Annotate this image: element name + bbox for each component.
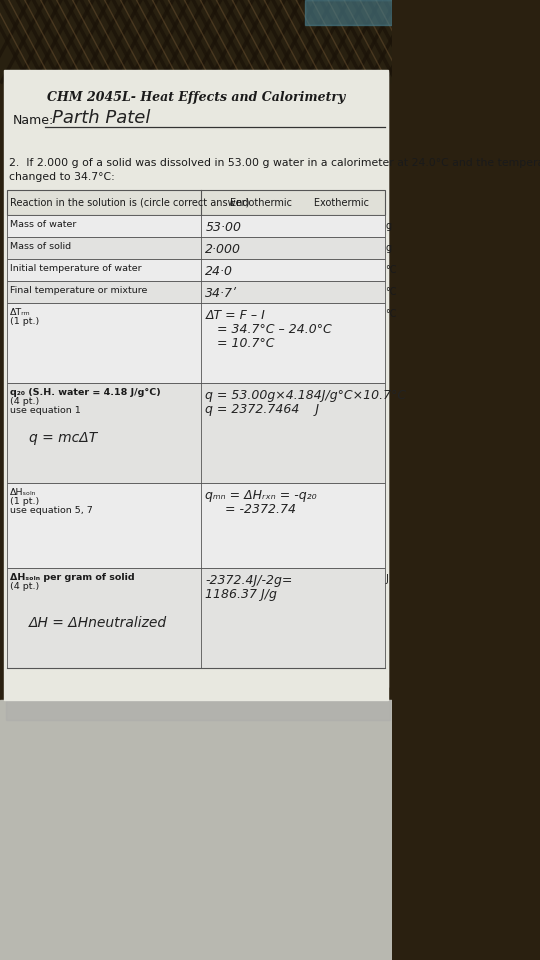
- Text: g: g: [386, 221, 392, 231]
- Text: 1186.37 J/g: 1186.37 J/g: [205, 588, 277, 601]
- Text: J: J: [386, 574, 388, 584]
- Bar: [7, 383, 384, 483]
- Text: °C: °C: [386, 265, 397, 275]
- Text: use equation 5, 7: use equation 5, 7: [10, 506, 93, 515]
- Bar: [7, 568, 384, 668]
- Text: (4 pt.): (4 pt.): [10, 582, 39, 591]
- Bar: [7, 237, 384, 259]
- Bar: [6, 72, 388, 687]
- Text: use equation 1: use equation 1: [10, 406, 81, 415]
- Text: = 34.7°C – 24.0°C: = 34.7°C – 24.0°C: [205, 323, 332, 336]
- Text: q = 53.00g×4.184J/g°C×10.7°C: q = 53.00g×4.184J/g°C×10.7°C: [205, 389, 407, 402]
- Bar: [305, 0, 392, 25]
- Text: Endothermic       Exothermic: Endothermic Exothermic: [230, 198, 369, 207]
- Text: (4 pt.): (4 pt.): [10, 397, 39, 406]
- Bar: [7, 190, 384, 215]
- Text: CHM 2045L- Heat Effects and Calorimetry: CHM 2045L- Heat Effects and Calorimetry: [47, 91, 345, 105]
- Text: ΔT = F – I: ΔT = F – I: [205, 309, 265, 322]
- Text: ΔTᵣₘ: ΔTᵣₘ: [10, 308, 31, 317]
- Text: 53·00: 53·00: [205, 221, 241, 234]
- Text: q₂₀ (S.H. water = 4.18 J/g°C): q₂₀ (S.H. water = 4.18 J/g°C): [10, 388, 161, 397]
- Bar: [0, 0, 392, 82]
- Bar: [7, 215, 384, 237]
- Text: 34·7ʹ: 34·7ʹ: [205, 287, 237, 300]
- Text: °C: °C: [386, 287, 397, 297]
- Text: Initial temperature of water: Initial temperature of water: [10, 264, 142, 273]
- Text: ΔHₛₒₗₙ: ΔHₛₒₗₙ: [10, 488, 37, 497]
- Bar: [7, 281, 384, 303]
- Bar: [7, 259, 384, 281]
- Text: ΔHₛₒₗₙ per gram of solid: ΔHₛₒₗₙ per gram of solid: [10, 573, 135, 582]
- Text: Parth Patel: Parth Patel: [52, 109, 151, 127]
- Text: q = 2372.7464    J: q = 2372.7464 J: [205, 403, 320, 416]
- Text: (1 pt.): (1 pt.): [10, 497, 39, 506]
- Text: Name:: Name:: [13, 113, 55, 127]
- Text: = 10.7°C: = 10.7°C: [205, 337, 275, 350]
- Text: 2·000: 2·000: [205, 243, 241, 256]
- Text: ΔH = ΔHneutralized: ΔH = ΔHneutralized: [29, 616, 167, 630]
- Text: q = mcΔT: q = mcΔT: [29, 431, 97, 445]
- Text: g: g: [386, 243, 392, 253]
- Bar: [7, 483, 384, 568]
- Bar: [7, 303, 384, 383]
- Bar: [0, 700, 392, 960]
- Text: = -2372.74: = -2372.74: [205, 503, 296, 516]
- Bar: [4, 70, 388, 700]
- Text: 24·0: 24·0: [205, 265, 233, 278]
- Text: changed to 34.7°C:: changed to 34.7°C:: [9, 172, 114, 182]
- Text: 2.  If 2.000 g of a solid was dissolved in 53.00 g water in a calorimeter at 24.: 2. If 2.000 g of a solid was dissolved i…: [9, 158, 540, 168]
- Text: qₘₙ = ΔHᵣₓₙ = -q₂₀: qₘₙ = ΔHᵣₓₙ = -q₂₀: [205, 489, 317, 502]
- Text: °C: °C: [386, 309, 397, 319]
- Text: Reaction in the solution is (circle correct answer): Reaction in the solution is (circle corr…: [10, 198, 249, 207]
- Bar: [6, 700, 390, 720]
- Text: Mass of water: Mass of water: [10, 220, 77, 229]
- Text: Mass of solid: Mass of solid: [10, 242, 71, 251]
- Text: Final temperature or mixture: Final temperature or mixture: [10, 286, 147, 295]
- Text: (1 pt.): (1 pt.): [10, 317, 39, 326]
- Text: -2372.4J/-2g=: -2372.4J/-2g=: [205, 574, 293, 587]
